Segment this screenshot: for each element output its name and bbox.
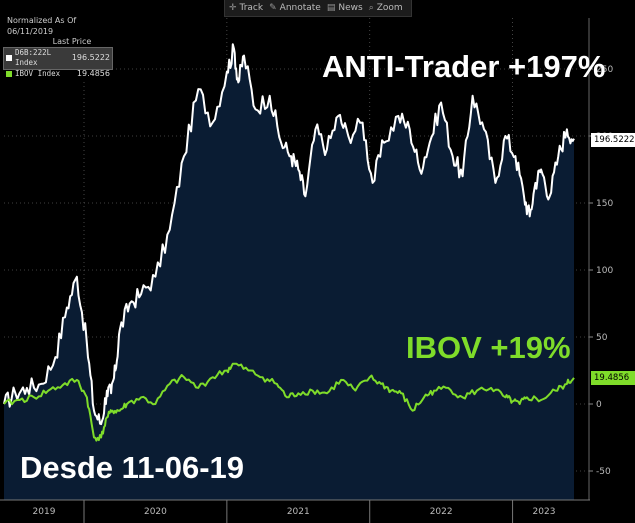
y-tick-label: 250 [596,65,613,75]
y-tick-label: 50 [596,333,608,343]
legend-entry-anti[interactable]: D6B:222L Index 196.5222 [3,46,113,70]
y-tick-label: 100 [596,266,613,276]
legend-entry-value: 19.4856 [76,68,110,78]
y-axis-ticks: -50050100150200250 [588,18,613,500]
ibov-last-price-callout: 19.4856 [591,371,635,385]
crosshair-icon: ✛ [229,3,237,13]
anti-trader-area [4,44,574,500]
annotate-label: Annotate [279,3,321,13]
x-tick-label: 2022 [430,507,453,517]
anti-last-price-callout: 196.5222 [591,133,635,147]
legend-entry-value: 196.5222 [71,52,110,62]
track-button[interactable]: ✛ Track [229,3,263,13]
chart-toolbar: ✛ Track ✎ Annotate ▤ News ⌕ Zoom [224,0,412,17]
legend-entry-name: D6B:222L Index [15,47,52,68]
track-label: Track [239,3,264,13]
x-axis: 2019 2020 2021 2022 2023 [0,499,590,523]
legend-header: Normalized As Of 06/11/2019 [7,16,77,36]
anti-swatch [6,55,12,61]
pencil-icon: ✎ [269,3,277,13]
news-icon: ▤ [326,3,336,13]
y-tick-label: -50 [596,467,611,477]
y-tick-label: 150 [596,199,613,209]
annotate-button[interactable]: ✎ Annotate [269,3,321,13]
legend-subheader: Last Price [52,37,92,46]
news-button[interactable]: ▤ News [327,3,363,13]
since-date-annotation: Desde 11-06-19 [20,450,245,485]
legend: Normalized As Of 06/11/2019 Last Price D… [3,16,113,80]
magnifier-icon: ⌕ [368,3,374,13]
ibov-swatch [6,70,12,77]
legend-entry-name: IBOV Index [15,68,61,78]
zoom-label: Zoom [376,3,403,13]
anti-trader-line [3,43,575,426]
x-tick-label: 2019 [33,507,56,517]
x-tick-label: 2021 [287,507,310,517]
ibov-annotation: IBOV +19% [406,330,571,365]
news-label: News [338,3,363,13]
legend-entry-ibov[interactable]: IBOV Index 19.4856 [4,69,112,80]
x-tick-label: 2020 [144,507,167,517]
x-tick-label: 2023 [533,507,556,517]
ibov-line [3,362,575,442]
y-tick-label: 0 [596,400,602,410]
zoom-button[interactable]: ⌕ Zoom [369,3,403,13]
anti-trader-annotation: ANTI-Trader +197% [322,49,606,84]
